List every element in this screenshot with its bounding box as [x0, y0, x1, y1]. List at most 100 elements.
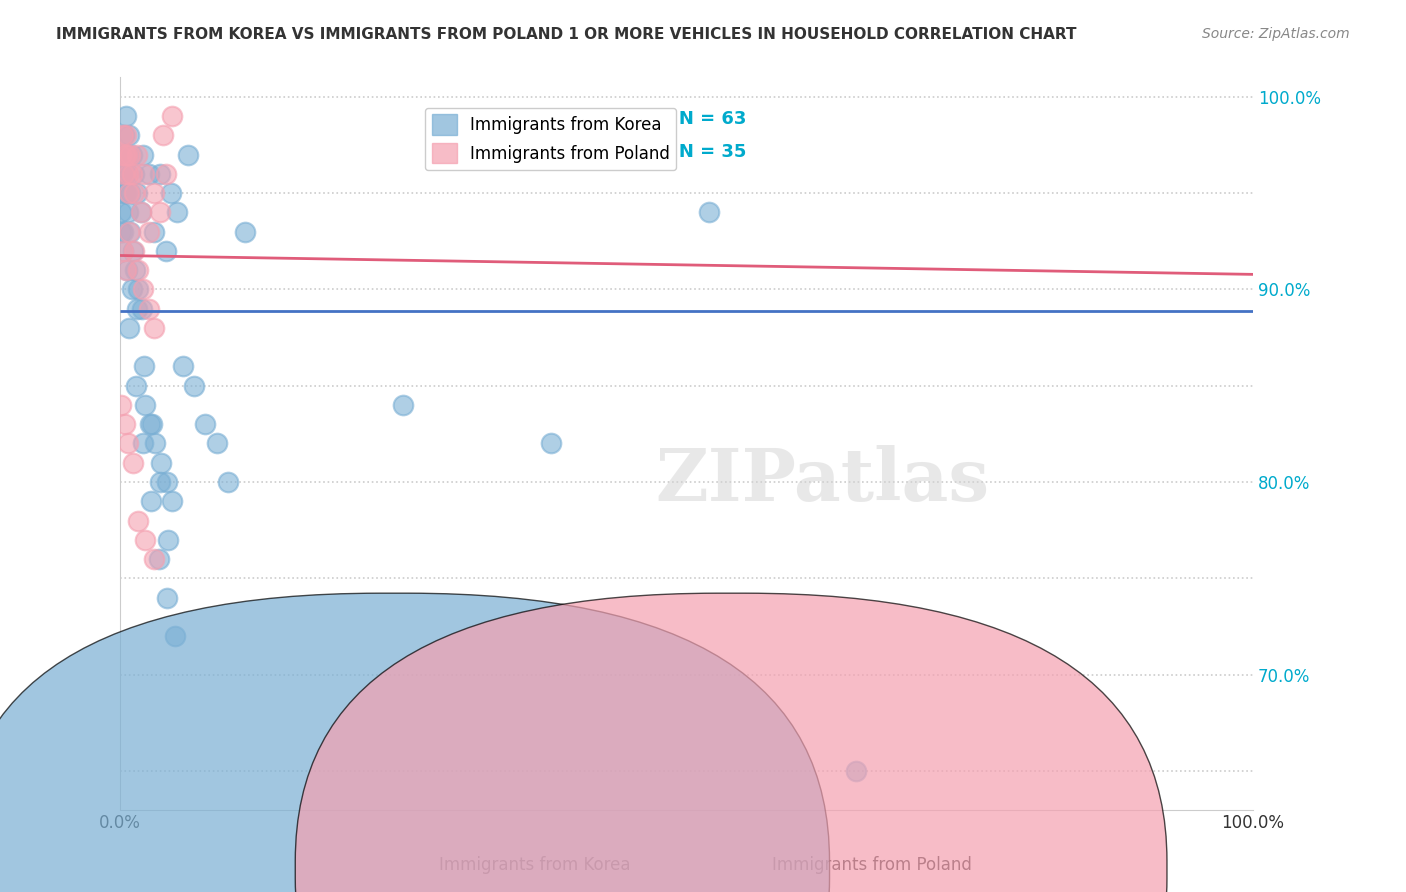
Point — [121, 167, 143, 181]
Point — [155, 244, 177, 258]
Point — [156, 475, 179, 489]
Point — [217, 475, 239, 489]
Point — [166, 205, 188, 219]
Point — [162, 494, 184, 508]
Point — [117, 436, 139, 450]
Point — [156, 591, 179, 605]
Point — [148, 552, 170, 566]
Point — [118, 186, 141, 200]
Point — [120, 186, 142, 200]
Point — [111, 225, 134, 239]
Point — [111, 128, 134, 143]
Point — [697, 205, 720, 219]
Point — [163, 629, 186, 643]
Point — [183, 378, 205, 392]
Point — [143, 186, 166, 200]
Point — [233, 225, 256, 239]
Point — [115, 109, 138, 123]
Point — [134, 533, 156, 547]
Point — [114, 147, 136, 161]
Point — [205, 436, 228, 450]
Point — [540, 436, 562, 450]
Point — [129, 205, 152, 219]
Point — [111, 244, 134, 258]
Point — [125, 378, 148, 392]
Point — [112, 186, 135, 200]
Point — [110, 205, 132, 219]
Point — [110, 147, 132, 161]
Point — [115, 147, 138, 161]
Point — [111, 147, 134, 161]
Point — [115, 186, 138, 200]
Point — [156, 533, 179, 547]
Point — [122, 244, 145, 258]
Point — [121, 244, 143, 258]
Point — [118, 321, 141, 335]
Point — [132, 167, 155, 181]
Point — [114, 417, 136, 432]
Point — [127, 282, 149, 296]
Point — [152, 128, 174, 143]
Point — [138, 301, 160, 316]
Point — [115, 263, 138, 277]
Text: Source: ZipAtlas.com: Source: ZipAtlas.com — [1202, 27, 1350, 41]
Point — [155, 167, 177, 181]
Point — [127, 263, 149, 277]
Point — [138, 225, 160, 239]
Point — [115, 128, 138, 143]
Point — [132, 282, 155, 296]
Point — [115, 263, 138, 277]
Point — [392, 398, 415, 412]
Text: Immigrants from Poland: Immigrants from Poland — [772, 856, 972, 874]
Point — [132, 436, 155, 450]
Point — [160, 186, 183, 200]
Point — [132, 359, 155, 374]
Point — [121, 147, 143, 161]
Point — [122, 186, 145, 200]
Point — [139, 494, 162, 508]
Point — [114, 167, 136, 181]
Point — [112, 128, 135, 143]
Point — [132, 147, 155, 161]
Text: Immigrants from Korea: Immigrants from Korea — [439, 856, 630, 874]
Point — [143, 321, 166, 335]
Point — [149, 167, 172, 181]
Point — [172, 359, 194, 374]
Text: R = 0.401   N = 35: R = 0.401 N = 35 — [562, 144, 747, 161]
Text: IMMIGRANTS FROM KOREA VS IMMIGRANTS FROM POLAND 1 OR MORE VEHICLES IN HOUSEHOLD : IMMIGRANTS FROM KOREA VS IMMIGRANTS FROM… — [56, 27, 1077, 42]
Point — [112, 167, 135, 181]
Point — [139, 417, 162, 432]
Point — [145, 436, 167, 450]
Point — [143, 225, 166, 239]
Point — [141, 417, 163, 432]
Point — [121, 456, 143, 470]
Point — [127, 514, 149, 528]
Point — [194, 417, 217, 432]
Point — [162, 109, 184, 123]
Point — [112, 167, 135, 181]
Text: ZIPatlas: ZIPatlas — [655, 444, 990, 516]
Point — [121, 282, 143, 296]
Point — [150, 456, 173, 470]
Point — [177, 147, 200, 161]
Point — [127, 186, 149, 200]
Text: R = 0.001   N = 63: R = 0.001 N = 63 — [562, 111, 747, 128]
Point — [143, 552, 166, 566]
Point — [118, 128, 141, 143]
Point — [120, 225, 142, 239]
Point — [110, 225, 132, 239]
Legend: Immigrants from Korea, Immigrants from Poland: Immigrants from Korea, Immigrants from P… — [425, 108, 676, 170]
Point — [115, 147, 138, 161]
Point — [117, 167, 139, 181]
Point — [111, 244, 134, 258]
Point — [118, 225, 141, 239]
Point — [127, 301, 149, 316]
Point — [110, 398, 132, 412]
Point — [127, 147, 149, 161]
Point — [138, 167, 160, 181]
Point — [120, 147, 142, 161]
Point — [122, 167, 145, 181]
Point — [129, 205, 152, 219]
Point — [117, 167, 139, 181]
Point — [149, 205, 172, 219]
